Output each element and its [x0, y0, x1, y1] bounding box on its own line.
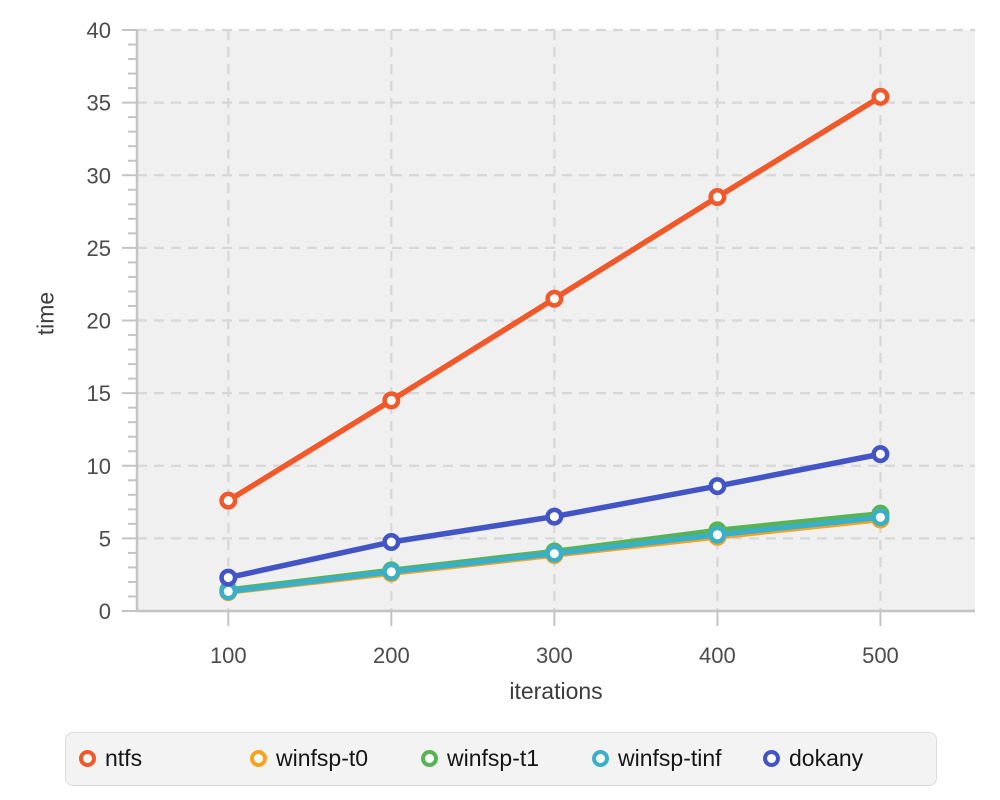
winfsp-tinf-marker-icon	[592, 750, 609, 767]
y-tick-label: 30	[87, 163, 111, 188]
y-axis-title: time	[32, 291, 59, 336]
winfsp-t1-marker-icon	[421, 750, 438, 767]
marker-dokany-500	[871, 445, 890, 464]
legend-label: winfsp-t1	[447, 745, 540, 771]
legend-label: dokany	[789, 745, 864, 771]
marker-ntfs-100	[219, 491, 238, 510]
marker-ntfs-400	[708, 188, 727, 207]
x-tick-label: 500	[862, 643, 899, 668]
marker-winfsp-tinf-500	[871, 508, 890, 527]
x-tick-label: 300	[536, 643, 573, 668]
marker-winfsp-tinf-400	[708, 525, 727, 544]
x-tick-label: 200	[373, 643, 410, 668]
legend-item-dokany[interactable]: dokany	[763, 733, 863, 784]
y-tick-label: 0	[99, 599, 111, 624]
legend-label: winfsp-tinf	[618, 745, 722, 771]
y-tick-label: 10	[87, 454, 111, 479]
y-tick-label: 35	[87, 91, 111, 116]
legend-label: ntfs	[105, 745, 143, 771]
legend: ntfs winfsp-t0 winfsp-t1 winfsp-tinf dok…	[65, 732, 937, 786]
marker-ntfs-300	[545, 289, 564, 308]
marker-dokany-400	[708, 477, 727, 496]
dokany-marker-icon	[763, 750, 780, 767]
legend-label: winfsp-t0	[276, 745, 369, 771]
marker-ntfs-200	[382, 391, 401, 410]
marker-ntfs-500	[871, 87, 890, 106]
marker-dokany-300	[545, 507, 564, 526]
y-tick-label: 5	[99, 526, 111, 551]
y-tick-label: 25	[87, 236, 111, 261]
marker-winfsp-tinf-100	[219, 582, 238, 601]
legend-item-winfsp-tinf[interactable]: winfsp-tinf	[592, 733, 722, 784]
ntfs-marker-icon	[79, 750, 96, 767]
winfsp-t0-marker-icon	[250, 750, 267, 767]
x-tick-label: 100	[210, 643, 247, 668]
legend-item-winfsp-t0[interactable]: winfsp-t0	[250, 733, 368, 784]
x-axis-title: iterations	[509, 678, 603, 704]
marker-dokany-100	[219, 568, 238, 587]
marker-dokany-200	[382, 533, 401, 552]
marker-winfsp-tinf-300	[545, 544, 564, 563]
marker-winfsp-tinf-200	[382, 562, 401, 581]
y-tick-label: 15	[87, 381, 111, 406]
y-tick-label: 20	[87, 309, 111, 334]
y-tick-label: 40	[87, 18, 111, 43]
legend-item-winfsp-t1[interactable]: winfsp-t1	[421, 733, 539, 784]
legend-item-ntfs[interactable]: ntfs	[79, 733, 142, 784]
x-tick-label: 400	[699, 643, 736, 668]
